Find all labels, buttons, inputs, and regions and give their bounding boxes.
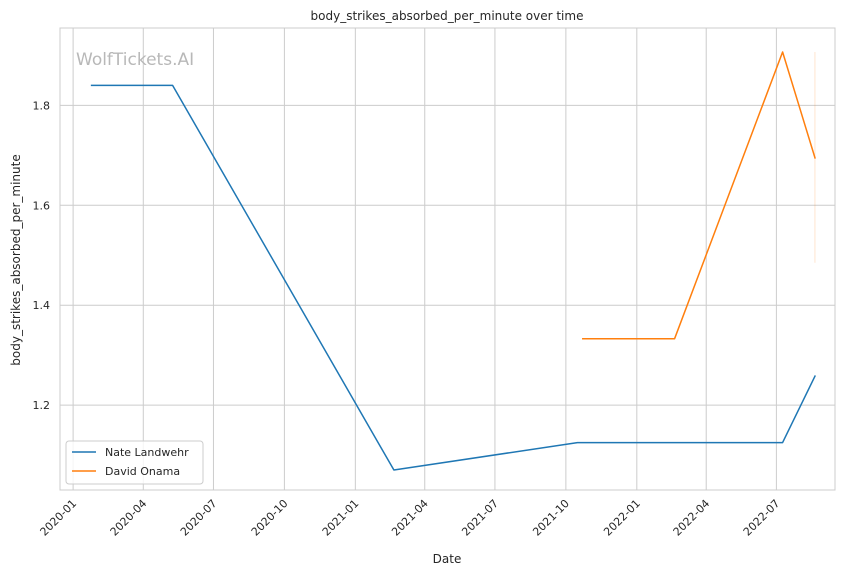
y-axis-label: body_strikes_absorbed_per_minute — [9, 154, 23, 365]
grid-lines — [60, 28, 835, 490]
legend-label-nate-landwehr: Nate Landwehr — [105, 446, 189, 459]
series-lines — [90, 51, 817, 471]
chart-title: body_strikes_absorbed_per_minute over ti… — [311, 9, 584, 23]
series-line-nate-landwehr — [90, 84, 817, 471]
x-axis-label: Date — [433, 552, 462, 566]
y-tick-label: 1.4 — [33, 299, 51, 312]
series-line-david-onama — [582, 51, 816, 340]
legend: Nate Landwehr David Onama — [65, 440, 204, 485]
y-tick-label: 1.6 — [33, 199, 51, 212]
y-tick-label: 1.2 — [33, 399, 51, 412]
legend-label-david-onama: David Onama — [105, 465, 180, 478]
legend-box — [65, 440, 204, 485]
watermark: WolfTickets.AI — [76, 50, 194, 70]
plot-area — [59, 27, 836, 491]
y-tick-label: 1.8 — [33, 99, 51, 112]
